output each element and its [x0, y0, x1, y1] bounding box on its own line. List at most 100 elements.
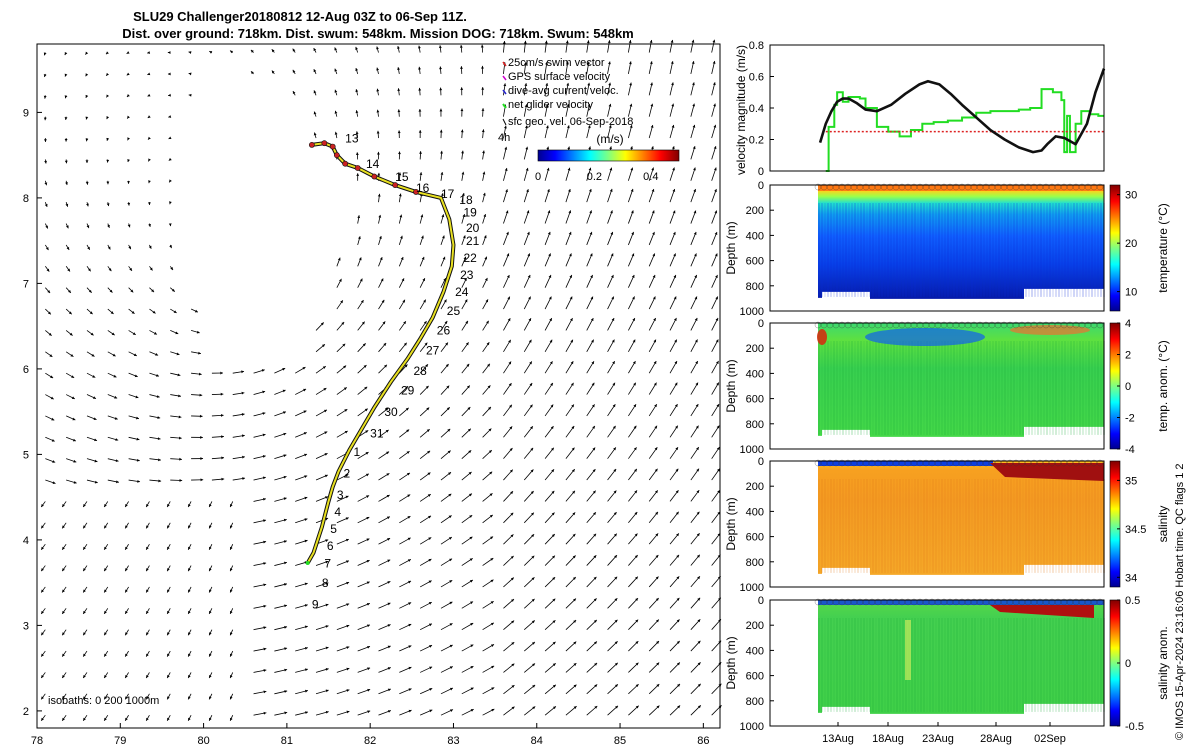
velocity-vector-head: [405, 407, 409, 411]
velocity-vector-head: [614, 662, 618, 666]
section-colorbar: [1109, 184, 1121, 312]
velocity-vector-head: [466, 385, 470, 389]
velocity-vector-head: [229, 632, 233, 636]
velocity-vector-head: [104, 546, 107, 550]
velocity-vector-head: [672, 231, 676, 235]
velocity-vector-head: [242, 477, 246, 480]
velocity-vector-head: [573, 684, 577, 688]
velocity-vector-head: [366, 603, 370, 606]
section-texture-streak: [1067, 479, 1069, 573]
velocity-vector-head: [449, 623, 453, 626]
velocity-vector-head: [531, 598, 535, 602]
section-texture-streak: [1031, 618, 1033, 712]
section-texture-streak: [1043, 203, 1045, 297]
section-texture-streak: [1013, 341, 1015, 435]
velocity-vector-head: [229, 675, 233, 679]
velocity-vector-head: [552, 577, 556, 581]
section-texture-streak: [1043, 341, 1045, 435]
section-texture-streak: [1052, 479, 1054, 573]
velocity-vector-head: [198, 351, 201, 355]
velocity-vector-head: [72, 438, 76, 442]
velocity-vector-head: [400, 235, 403, 239]
section-texture-streak: [1025, 203, 1027, 297]
velocity-vector-head: [608, 103, 612, 107]
velocity-vector-head: [115, 459, 119, 463]
velocity-vector-head: [148, 224, 152, 227]
velocity-vector-head: [146, 696, 149, 700]
velocity-vector-head: [106, 203, 110, 207]
velocity-vector-head: [325, 539, 329, 542]
section-texture-streak: [929, 479, 931, 573]
section-texture-streak: [920, 341, 922, 435]
velocity-vector-head: [467, 407, 471, 410]
velocity-vector-head: [262, 433, 266, 437]
velocity-vector-head: [67, 268, 70, 272]
velocity-vector-head: [675, 468, 679, 472]
velocity-vector-head: [545, 83, 549, 86]
section-texture-streak: [863, 618, 865, 712]
section-texture-streak: [1052, 618, 1054, 712]
colorbar-tick-label: 4: [1125, 318, 1131, 330]
velocity-vector-head: [524, 83, 528, 87]
velocity-vector-head: [169, 245, 172, 249]
velocity-vector-head: [399, 214, 403, 218]
section-texture-streak: [905, 341, 907, 435]
dive-marker: [1096, 598, 1104, 606]
velocity-vector-head: [127, 159, 130, 163]
velocity-vector-head: [481, 129, 485, 133]
day-label: 16: [416, 181, 430, 195]
colorbar-tick-label: 34.5: [1125, 524, 1146, 536]
velocity-vector-head: [614, 576, 618, 580]
velocity-vector-head: [46, 268, 50, 272]
velocity-vector-head: [633, 447, 637, 451]
velocity-vector-head: [419, 151, 422, 154]
velocity-vector-head: [470, 601, 474, 605]
velocity-vector-head: [510, 534, 514, 538]
velocity-vector-head: [62, 525, 65, 529]
section-texture-streak: [1082, 203, 1084, 297]
depth-tick-label: 200: [746, 481, 764, 493]
section-texture-streak: [881, 479, 883, 573]
section-texture-streak: [884, 341, 886, 435]
section-data-fill: [818, 461, 1104, 575]
velocity-vector-head: [572, 577, 576, 580]
velocity-vector-head: [45, 247, 49, 251]
velocity-vector-head: [551, 534, 555, 537]
velocity-vector-head: [571, 404, 574, 408]
velocity-vector-head: [571, 469, 575, 473]
section-texture-streak: [1079, 479, 1081, 573]
depth-tick-label: 1000: [740, 306, 764, 318]
section-texture-streak: [1073, 203, 1075, 297]
velocity-vector-head: [652, 231, 655, 235]
velocity-vector-head: [188, 504, 191, 508]
legend-net-glider-velocity: net glider velocity: [508, 99, 593, 111]
velocity-vector-head: [424, 342, 428, 346]
velocity-vector-head: [68, 289, 71, 293]
section-texture-streak: [1040, 479, 1042, 573]
section-texture-streak: [1031, 341, 1033, 435]
velocity-vector-head: [469, 558, 473, 562]
section-texture-streak: [1037, 618, 1039, 712]
colorbar-ticks: 0 0.2 0.4: [535, 171, 659, 183]
warm-anomaly-patch: [1010, 325, 1090, 335]
velocity-vector-head: [550, 404, 554, 408]
velocity-vector-head: [418, 108, 422, 112]
section-texture-streak: [959, 479, 961, 573]
velocity-vector-head: [382, 321, 386, 325]
velocity-vector-head: [365, 473, 369, 477]
velocity-vector-head: [167, 546, 170, 550]
section-texture-streak: [899, 479, 901, 573]
velocity-vector-head: [694, 253, 697, 257]
section-texture-streak: [845, 341, 847, 435]
velocity-vector-head: [634, 490, 638, 494]
velocity-vector-head: [86, 203, 89, 207]
velocity-vector-head: [398, 151, 401, 155]
section-texture-streak: [935, 341, 937, 435]
warm-surface-layer: [818, 185, 1104, 191]
date-tick-label: 02Sep: [1034, 733, 1066, 745]
section-texture-streak: [827, 618, 829, 712]
velocity-vector-head: [425, 385, 429, 389]
velocity-vector-head: [346, 581, 350, 585]
velocity-vector-head: [449, 666, 453, 669]
section-texture-streak: [971, 341, 973, 435]
